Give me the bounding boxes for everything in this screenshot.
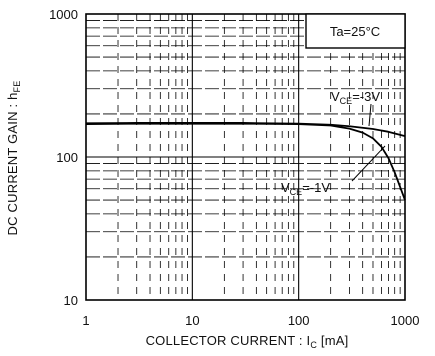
y-tick-label: 100 — [56, 150, 78, 165]
condition-box — [305, 13, 406, 49]
x-tick-label: 10 — [185, 313, 199, 328]
leader-line-vce1 — [351, 145, 386, 182]
y-axis-label: DC CURRENT GAIN : hFE — [5, 81, 22, 236]
x-tick-label: 1 — [82, 313, 89, 328]
y-tick-labels: 10 100 1000 — [49, 7, 78, 308]
series-line-vce3 — [85, 122, 406, 137]
series-label-vce1: VCE=-1V — [281, 180, 330, 197]
x-tick-label: 100 — [288, 313, 310, 328]
x-tick-label: 1000 — [391, 313, 420, 328]
x-tick-labels: 1 10 100 1000 — [82, 313, 419, 328]
y-tick-label: 1000 — [49, 7, 78, 22]
grid — [86, 14, 405, 300]
series-group — [85, 122, 406, 201]
x-axis-label: COLLECTOR CURRENT : IC [mA] — [146, 333, 349, 350]
plot-frame — [85, 13, 406, 301]
condition-text: Ta=25°C — [330, 24, 380, 39]
leader-line-vce3 — [368, 103, 372, 127]
series-line-vce1 — [85, 122, 406, 201]
series-label-vce3: VCE=-3V — [331, 89, 380, 106]
y-tick-label: 10 — [64, 293, 78, 308]
